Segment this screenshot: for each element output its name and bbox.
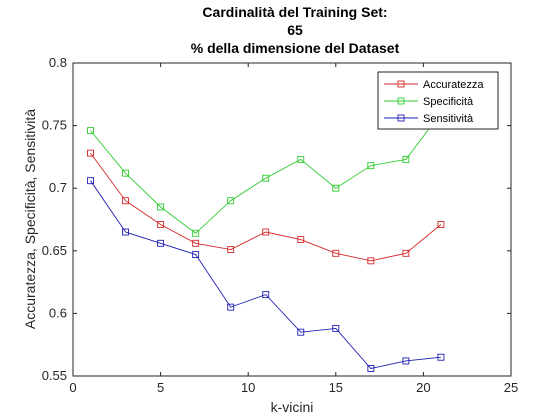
legend-label-accuratezza: Accuratezza <box>423 79 484 91</box>
chart-title-line-3: % della dimensione del Dataset <box>191 40 400 56</box>
data-point-sensitivita <box>437 353 445 361</box>
x-tick-label: 25 <box>504 380 518 395</box>
data-point-specificita <box>122 169 130 177</box>
data-point-accuratezza <box>262 228 270 236</box>
series-line-sensitivita <box>90 180 441 369</box>
data-point-accuratezza <box>332 249 340 257</box>
y-axis-label: Accuratezza, Specificità, Sensitività <box>22 109 38 329</box>
legend-label-sensitivita: Sensitività <box>423 113 474 125</box>
y-tick-label: 0.65 <box>42 243 67 258</box>
x-tick-label: 15 <box>329 380 343 395</box>
data-point-specificita <box>297 155 305 163</box>
data-point-accuratezza <box>437 221 445 228</box>
data-point-accuratezza <box>87 149 94 157</box>
data-point-sensitivita <box>227 303 235 311</box>
data-point-specificita <box>402 155 410 163</box>
data-point-accuratezza <box>227 246 235 253</box>
data-point-sensitivita <box>192 251 200 259</box>
y-tick-label: 0.55 <box>42 368 67 383</box>
data-point-accuratezza <box>122 197 130 205</box>
legend-label-specificita: Specificità <box>423 96 474 108</box>
y-tick-label: 0.7 <box>49 180 67 195</box>
x-tick-label: 5 <box>157 380 164 395</box>
data-point-specificita <box>87 127 94 135</box>
data-point-sensitivita <box>367 365 375 372</box>
data-point-specificita <box>192 229 200 237</box>
data-point-sensitivita <box>297 328 305 336</box>
y-tick-label: 0.8 <box>49 55 67 70</box>
data-point-sensitivita <box>157 239 165 247</box>
data-point-specificita <box>262 174 270 182</box>
legend-marker-sensitivita <box>397 114 405 122</box>
x-tick-label: 10 <box>241 380 255 395</box>
data-point-sensitivita <box>122 228 130 236</box>
y-tick-label: 0.75 <box>42 118 67 133</box>
x-axis-label: k-vicini <box>271 399 314 415</box>
data-point-sensitivita <box>87 177 94 185</box>
y-tick-label: 0.6 <box>49 305 67 320</box>
x-tick-label: 20 <box>416 380 430 395</box>
series-line-specificita <box>90 112 442 234</box>
data-point-specificita <box>227 197 235 205</box>
data-point-accuratezza <box>367 257 375 265</box>
chart-title-line-2: 65 <box>287 22 303 38</box>
data-point-specificita <box>157 203 165 211</box>
plot-area <box>72 62 512 377</box>
data-point-sensitivita <box>332 324 340 332</box>
chart-title-line-1: Cardinalità del Training Set: <box>202 4 387 20</box>
data-point-accuratezza <box>297 236 305 243</box>
x-tick-label: 0 <box>69 380 76 395</box>
data-point-accuratezza <box>402 249 410 257</box>
legend: Accuratezza Specificità Sensitività <box>377 71 499 130</box>
legend-marker-accuratezza <box>397 80 405 88</box>
data-point-sensitivita <box>402 357 410 365</box>
data-point-specificita <box>367 162 375 170</box>
legend-marker-specificita <box>397 97 405 105</box>
series-line-accuratezza <box>90 152 442 262</box>
data-point-specificita <box>332 184 340 192</box>
data-point-sensitivita <box>262 291 270 299</box>
data-point-accuratezza <box>157 221 165 228</box>
data-point-accuratezza <box>192 239 200 247</box>
